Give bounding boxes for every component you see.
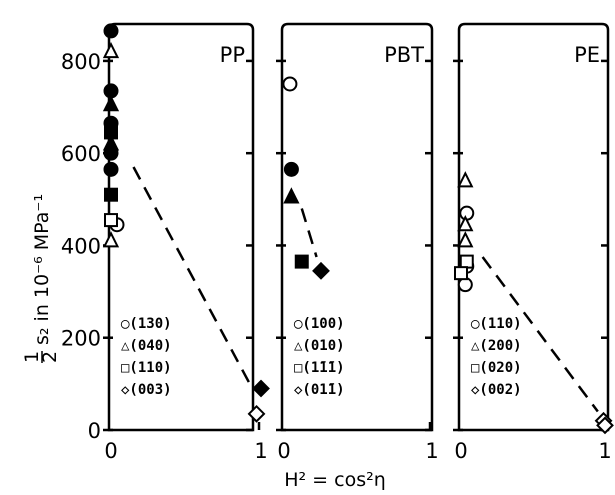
data-point-square — [459, 254, 474, 269]
y-tick-label-0: 0 — [88, 419, 101, 443]
panel-title: PP — [220, 43, 245, 67]
legend-entry: □(1̄1̄1) — [294, 360, 345, 376]
x-tick-label-1: 1 — [425, 439, 438, 463]
data-point-circle — [103, 23, 119, 39]
y-tick-label-200: 200 — [61, 327, 101, 351]
x-tick-label-0: 0 — [454, 439, 467, 463]
x-axis-label: H² = cos²η — [284, 469, 386, 491]
x-tick-label-1: 1 — [598, 439, 611, 463]
panel-pp: 0 1 PP ◯(130) △(040) □(110) ◇(003) — [102, 22, 270, 463]
data-point-triangle — [102, 41, 120, 59]
legend-entry: ◇(003) — [121, 382, 172, 398]
legend-entry: ◯(100) — [293, 316, 345, 332]
data-point-circle — [459, 205, 475, 221]
panel-pbt: 0 1 PBT ◯(100) △(010) □(1̄1̄1) ◇(01̄1) — [276, 22, 439, 463]
trend-line — [481, 256, 599, 413]
y-axis-label: 1 2 s₂ in 10⁻⁶ MPa⁻¹ — [21, 194, 61, 363]
data-point-diamond — [252, 379, 270, 398]
data-point-square — [294, 254, 309, 269]
data-point-circle — [103, 161, 119, 177]
panel-pe: 0 1 PE ◯(110) △(200) □(020) ◇(002) — [453, 22, 614, 463]
x-tick-label-0: 0 — [277, 439, 290, 463]
panel-frame — [457, 22, 610, 432]
y-tick-label-800: 800 — [61, 50, 101, 74]
data-point-square — [104, 187, 118, 202]
panel-title: PE — [574, 43, 600, 67]
legend-entry: □(110) — [121, 360, 172, 376]
data-point-triangle — [102, 95, 120, 112]
legend-entry: ◇(01̄1) — [294, 382, 345, 398]
legend-entry: ◇(002) — [471, 382, 522, 398]
y-tick-labels: 0 200 400 600 800 — [61, 50, 101, 443]
data-point-triangle — [283, 187, 300, 204]
legend-entry: ◯(110) — [470, 316, 522, 332]
data-point-diamond — [247, 404, 266, 423]
trend-line — [300, 208, 318, 258]
y-label-text: s₂ in 10⁻⁶ MPa⁻¹ — [31, 194, 53, 345]
data-point-triangle — [102, 231, 120, 248]
data-point-triangle — [102, 134, 120, 151]
data-point-square — [454, 266, 468, 281]
legend-entry: ◯(130) — [120, 316, 172, 332]
y-tick-label-600: 600 — [61, 142, 101, 166]
x-tick-label-0: 0 — [104, 439, 117, 463]
y-tick-label-400: 400 — [61, 234, 101, 258]
y-label-fraction-num: 1 — [21, 351, 43, 363]
data-point-diamond — [596, 416, 614, 435]
trend-line — [132, 166, 255, 392]
y-label-fraction-den: 2 — [39, 351, 61, 363]
panel-frame — [280, 22, 434, 432]
data-point-square — [104, 125, 118, 140]
data-point-triangle — [457, 171, 474, 188]
data-point-diamond — [312, 261, 330, 280]
legend-entry: △(200) — [471, 338, 522, 354]
legend-entry: □(020) — [471, 360, 522, 376]
data-point-circle — [283, 161, 299, 177]
panels: 0 1PP◯(130)△(040)□(110)◇(003)0 1PBT◯(100)△… — [102, 22, 614, 463]
panel-title: PBT — [384, 43, 424, 67]
legend-entry: △(010) — [294, 338, 345, 354]
data-point-circle — [282, 76, 298, 92]
legend-entry: △(040) — [121, 338, 172, 354]
data-point-triangle — [457, 214, 474, 232]
data-point-square — [104, 213, 118, 228]
data-point-triangle — [457, 231, 474, 248]
x-tick-label-1: 1 — [254, 439, 267, 463]
